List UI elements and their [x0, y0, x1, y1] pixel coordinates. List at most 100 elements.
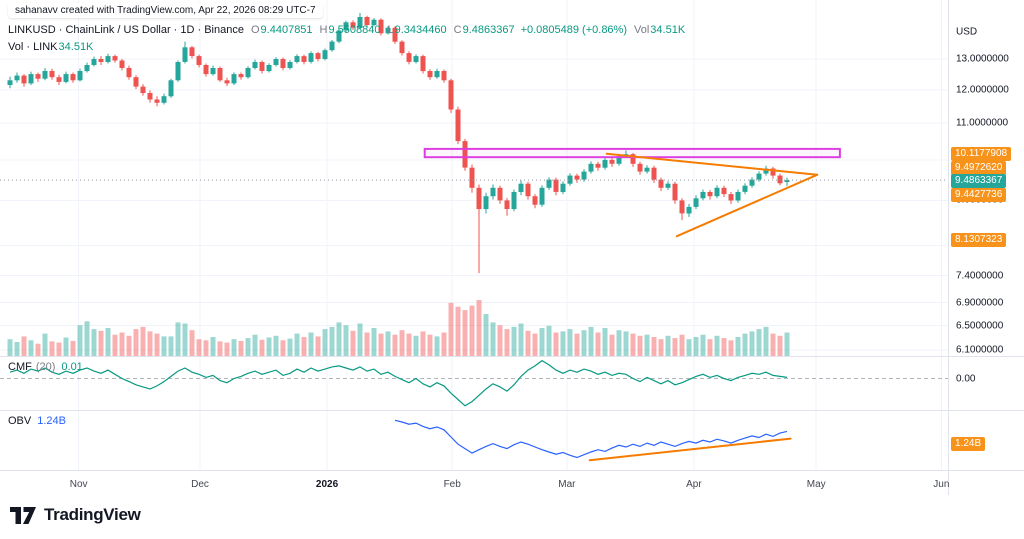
drawings-layer[interactable]	[0, 147, 948, 238]
volume-bar	[574, 333, 580, 356]
candle-body	[448, 80, 454, 110]
price-axis-badge[interactable]: 9.4863367	[951, 174, 1007, 189]
candle-body	[385, 27, 391, 34]
candle-body	[273, 59, 279, 65]
price-axis-label: 6.9000000	[956, 297, 1004, 309]
symbol-title[interactable]: LINKUSD · ChainLink / US Dollar · 1D · B…	[8, 24, 244, 36]
volume-bar	[189, 330, 195, 356]
volume-bar	[672, 338, 678, 356]
candle-body	[749, 179, 755, 186]
symbol-legend[interactable]: LINKUSD · ChainLink / US Dollar · 1D · B…	[8, 24, 685, 36]
time-axis-label: Feb	[443, 479, 461, 490]
candle-body	[483, 196, 489, 210]
candles-layer	[7, 13, 790, 274]
volume-bar	[42, 333, 48, 356]
volume-bar	[721, 338, 727, 356]
price-axis-badge[interactable]: 8.1307323	[951, 232, 1007, 247]
candle-body	[245, 68, 251, 78]
candle-body	[609, 159, 615, 164]
volume-bar	[329, 326, 335, 356]
volume-bar	[266, 337, 272, 356]
triangle-trendline[interactable]	[675, 173, 819, 238]
volume-bar	[343, 325, 349, 356]
price-axis-badge[interactable]: 10.1177908	[951, 146, 1012, 161]
volume-bar	[581, 330, 587, 356]
low-value: 9.3434460	[394, 24, 447, 36]
volume-bar	[539, 328, 545, 356]
volume-bar	[91, 329, 97, 356]
candle-body	[511, 192, 517, 210]
pane-separators	[0, 0, 1024, 495]
candle-body	[210, 68, 216, 75]
obv-line	[394, 419, 788, 459]
time-axis-label: 2026	[315, 479, 339, 490]
volume-bar	[210, 337, 216, 356]
volume-bar	[49, 341, 55, 356]
cmf-params: (20)	[35, 361, 56, 373]
open-label: O	[250, 24, 260, 36]
candle-body	[259, 62, 265, 71]
volume-value: 34.51K	[650, 24, 686, 36]
tradingview-logo[interactable]: TradingView	[10, 504, 141, 525]
candle-body	[700, 192, 706, 199]
change-value: +0.0805489 (+0.86%)	[520, 24, 627, 36]
candle-body	[322, 50, 328, 59]
candle-body	[770, 168, 776, 176]
cmf-title: CMF	[8, 361, 32, 373]
volume-bar	[140, 326, 146, 356]
volume-bar	[476, 300, 482, 356]
price-axis-badge[interactable]: 9.4972620	[951, 160, 1007, 175]
volume-bar	[518, 323, 524, 356]
volume-bar	[63, 337, 69, 356]
volume-bar	[651, 337, 657, 356]
high-value: 9.5508840	[328, 24, 381, 36]
obv-value: 1.24B	[37, 415, 66, 427]
candle-body	[504, 200, 510, 209]
volume-bar	[616, 330, 622, 356]
volume-bar	[427, 334, 433, 356]
candle-body	[539, 187, 545, 205]
volume-bar	[602, 328, 608, 356]
volume-bar	[490, 322, 496, 356]
obv-legend[interactable]: OBV 1.24B	[8, 415, 66, 427]
cmf-legend[interactable]: CMF (20) 0.01	[8, 361, 83, 373]
volume-legend[interactable]: Vol · LINK 34.51K	[8, 41, 93, 53]
price-axis-label: 6.5000000	[956, 320, 1004, 332]
candle-body	[672, 183, 678, 201]
time-axis[interactable]: Nov Dec 2026 Feb Mar Apr May Jun	[0, 470, 950, 495]
currency-label[interactable]: USD	[956, 26, 978, 38]
price-axis-label: 7.4000000	[956, 270, 1004, 282]
candle-body	[329, 41, 335, 51]
triangle-trendline[interactable]	[605, 152, 819, 176]
volume-bar	[175, 322, 181, 356]
volume-bar	[252, 334, 258, 356]
candle-body	[413, 56, 419, 62]
volume-bar	[217, 341, 223, 356]
candle-body	[161, 96, 167, 103]
candle-body	[35, 74, 41, 79]
price-axis-badge[interactable]: 9.4427736	[951, 187, 1007, 202]
candle-body	[686, 206, 692, 214]
volume-bar	[665, 335, 671, 356]
candle-body	[490, 187, 496, 197]
candle-body	[777, 175, 783, 184]
candle-body	[378, 19, 384, 34]
volume-bar	[553, 332, 559, 356]
volume-bar	[147, 331, 153, 356]
price-axis[interactable]: 13.000000012.000000011.00000009.00000007…	[948, 0, 1024, 495]
volume-bar	[735, 337, 741, 356]
volume-bars-layer	[7, 300, 790, 356]
volume-bar	[623, 331, 629, 356]
candle-body	[168, 80, 174, 97]
obv-trendline[interactable]	[588, 437, 792, 462]
chart-plot[interactable]	[0, 0, 1024, 500]
price-axis-badge[interactable]: 1.24B	[951, 437, 986, 452]
high-label: H	[319, 24, 328, 36]
volume-bar	[497, 325, 503, 356]
price-axis-label: 0.00	[956, 373, 976, 384]
volume-bar	[336, 322, 342, 356]
volume-bar	[686, 339, 692, 356]
volume-bar	[259, 339, 265, 356]
candle-body	[301, 56, 307, 62]
volume-bar	[294, 333, 300, 356]
